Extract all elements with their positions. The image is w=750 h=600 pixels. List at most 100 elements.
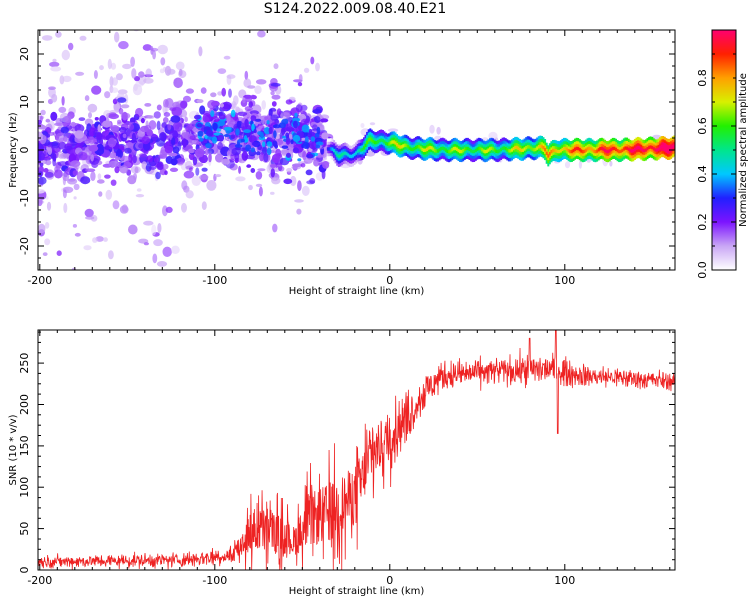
cell-blob xyxy=(272,124,281,129)
ridge-core xyxy=(493,148,496,152)
cell-blob xyxy=(316,126,321,135)
colorbar-tick-label: 0.4 xyxy=(696,165,709,183)
y-tick-label: 50 xyxy=(18,522,31,536)
cloud-blob xyxy=(199,146,205,152)
ridge-core xyxy=(632,149,635,153)
noise-blob xyxy=(248,184,253,191)
noise-blob xyxy=(171,245,180,254)
ridge-core xyxy=(637,145,639,150)
cell-blob xyxy=(266,120,270,125)
colorbar-gradient xyxy=(712,30,736,270)
ridge-core xyxy=(374,140,376,145)
noise-blob xyxy=(162,205,168,217)
cloud-blob xyxy=(270,114,279,121)
ridge-core xyxy=(358,148,361,153)
cloud-blob xyxy=(74,130,84,139)
noise-blob xyxy=(201,201,207,211)
cloud-blob xyxy=(117,119,122,125)
noise-blob xyxy=(90,215,98,222)
cell-blob xyxy=(196,122,203,128)
cloud-blob xyxy=(165,140,171,146)
noise-blob xyxy=(73,183,80,191)
noise-blob xyxy=(310,56,315,65)
cloud-blob xyxy=(250,100,256,107)
ridge-core xyxy=(378,138,381,143)
noise-blob xyxy=(122,63,132,70)
noise-blob xyxy=(109,76,114,87)
ridge-core xyxy=(646,147,649,151)
ridge-core xyxy=(506,148,509,152)
cloud-blob xyxy=(182,138,187,148)
y-axis-label: Frequency (Hz) xyxy=(8,112,19,188)
ridge-core xyxy=(397,144,400,148)
y-tick-label: 100 xyxy=(18,477,31,498)
ridge-core xyxy=(567,149,570,153)
cell-blob xyxy=(236,121,241,128)
noise-blob xyxy=(73,196,77,200)
ridge-core xyxy=(381,138,384,143)
cell-blob xyxy=(218,114,226,120)
cloud-blob xyxy=(250,95,257,100)
noise-blob xyxy=(110,62,117,70)
cloud-blob xyxy=(64,115,72,124)
noise-blob xyxy=(132,30,140,32)
ridge-core xyxy=(589,147,592,151)
noise-blob xyxy=(257,168,266,172)
ridge-core xyxy=(657,147,660,151)
y-tick-label: 20 xyxy=(18,47,31,61)
noise-blob xyxy=(92,237,98,243)
cloud-blob xyxy=(85,168,96,172)
noise-blob xyxy=(609,160,613,167)
ridge-core xyxy=(403,143,406,147)
noise-blob xyxy=(258,186,263,197)
cloud-blob xyxy=(119,165,129,174)
x-tick-label: -200 xyxy=(27,574,52,587)
noise-blob xyxy=(143,220,154,226)
noise-blob xyxy=(74,232,81,237)
ridge-core xyxy=(644,148,647,152)
cloud-blob xyxy=(94,117,99,121)
noise-blob xyxy=(62,186,74,193)
cloud-blob xyxy=(297,82,303,87)
y-tick-label: 10 xyxy=(18,95,31,109)
cloud-blob xyxy=(268,108,273,117)
ridge-core xyxy=(583,149,586,153)
ridge-core xyxy=(484,150,487,154)
ridge-core xyxy=(408,146,411,150)
cell-blob xyxy=(211,136,218,144)
noise-blob xyxy=(130,56,136,67)
cloud-blob xyxy=(114,166,120,174)
ridge-core xyxy=(435,149,438,153)
noise-blob xyxy=(198,46,203,57)
cell-blob xyxy=(308,153,313,158)
cell-blob xyxy=(294,112,298,118)
cloud-blob xyxy=(196,99,204,104)
noise-blob xyxy=(105,189,113,200)
cloud-blob xyxy=(172,130,178,139)
ridge-core xyxy=(416,145,419,149)
snr-series xyxy=(38,330,675,570)
ridge-core xyxy=(446,149,449,153)
ridge-core xyxy=(452,146,455,151)
cloud-blob xyxy=(118,107,124,115)
cloud-blob xyxy=(122,133,127,138)
cloud-blob xyxy=(101,131,107,139)
noise-blob xyxy=(131,68,137,79)
ridge-core xyxy=(333,148,336,153)
cloud-blob xyxy=(246,164,252,168)
ridge-core xyxy=(498,149,501,153)
cloud-blob xyxy=(102,120,112,128)
noise-blob xyxy=(181,202,187,213)
ridge-core xyxy=(659,146,662,150)
ridge-core xyxy=(492,147,495,151)
cloud-blob xyxy=(312,109,322,114)
cloud-blob xyxy=(168,152,178,157)
ridge-core xyxy=(655,148,658,152)
noise-blob xyxy=(72,285,76,293)
noise-blob xyxy=(165,206,173,213)
noise-blob xyxy=(436,126,441,135)
cloud-blob xyxy=(303,157,313,164)
ridge-core xyxy=(574,147,576,151)
cloud-blob xyxy=(127,175,137,185)
